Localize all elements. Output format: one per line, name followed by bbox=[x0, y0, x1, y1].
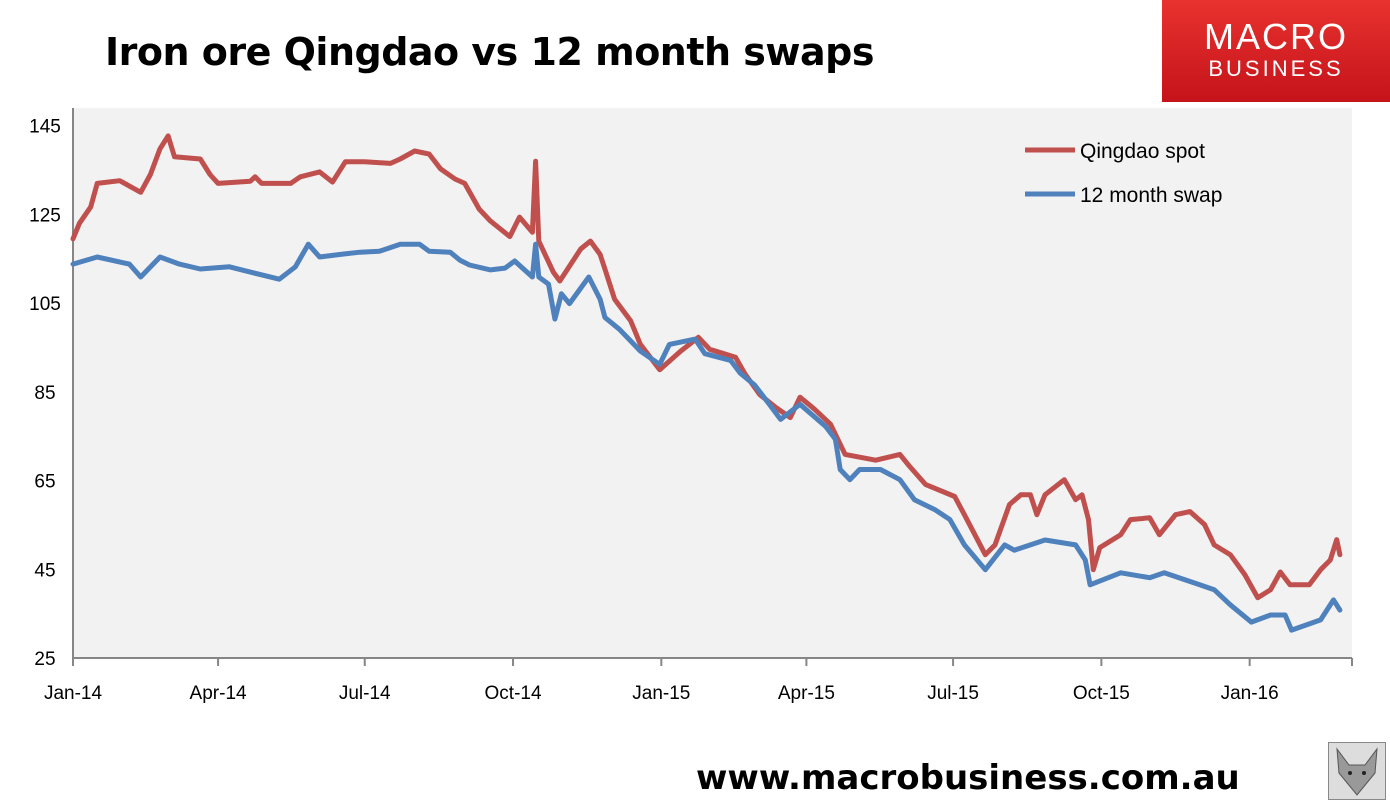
y-tick-label: 85 bbox=[34, 383, 55, 404]
logo-line2: BUSINESS bbox=[1208, 56, 1344, 81]
y-tick-label: 105 bbox=[29, 294, 61, 315]
y-tick-label: 145 bbox=[29, 117, 61, 138]
y-tick-label: 65 bbox=[34, 472, 55, 493]
x-tick-label: Jan-16 bbox=[1221, 683, 1279, 704]
website-url: www.macrobusiness.com.au bbox=[696, 758, 1240, 798]
series-line-swap bbox=[70, 241, 1343, 633]
macrobusiness-logo[interactable]: MACRO BUSINESS bbox=[1162, 0, 1390, 102]
x-tick-label: Jul-15 bbox=[927, 683, 979, 704]
plot-area bbox=[73, 108, 1352, 658]
fox-icon bbox=[1336, 747, 1378, 796]
x-tick-label: Apr-14 bbox=[190, 683, 247, 704]
y-tick-label: 125 bbox=[29, 205, 61, 226]
logo-line1: MACRO bbox=[1204, 16, 1348, 57]
fox-logo-image bbox=[1328, 742, 1386, 800]
series-line-qingdao bbox=[70, 133, 1343, 601]
legend-label-qingdao: Qingdao spot bbox=[1080, 140, 1205, 163]
x-tick-label: Jan-14 bbox=[44, 683, 103, 704]
x-tick-label: Apr-15 bbox=[778, 683, 835, 704]
x-tick-label: Oct-15 bbox=[1073, 683, 1130, 704]
x-tick-label: Jan-15 bbox=[632, 683, 690, 704]
chart-title: Iron ore Qingdao vs 12 month swaps bbox=[105, 30, 875, 74]
x-tick-label: Oct-14 bbox=[485, 683, 542, 704]
y-tick-label: 25 bbox=[34, 649, 55, 670]
x-tick-label: Jul-14 bbox=[339, 683, 391, 704]
legend-label-swap: 12 month swap bbox=[1080, 184, 1222, 207]
y-tick-label: 45 bbox=[34, 560, 55, 581]
